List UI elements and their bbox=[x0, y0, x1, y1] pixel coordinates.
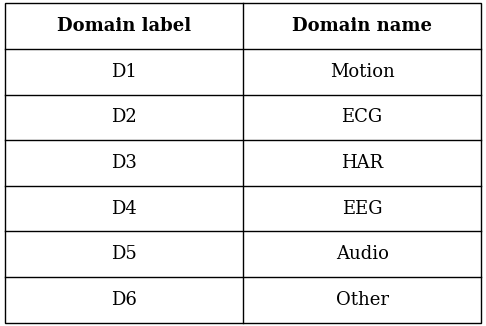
Text: HAR: HAR bbox=[341, 154, 383, 172]
Text: EEG: EEG bbox=[342, 200, 382, 218]
Text: ECG: ECG bbox=[342, 108, 382, 126]
Text: D5: D5 bbox=[111, 245, 137, 263]
Text: Domain label: Domain label bbox=[57, 17, 191, 35]
Text: Other: Other bbox=[335, 291, 389, 309]
Text: D1: D1 bbox=[111, 63, 137, 81]
Text: Motion: Motion bbox=[330, 63, 395, 81]
Text: D3: D3 bbox=[111, 154, 137, 172]
Text: D2: D2 bbox=[111, 108, 137, 126]
Text: D6: D6 bbox=[111, 291, 137, 309]
Text: D4: D4 bbox=[111, 200, 137, 218]
Text: Audio: Audio bbox=[336, 245, 388, 263]
Text: Domain name: Domain name bbox=[292, 17, 432, 35]
